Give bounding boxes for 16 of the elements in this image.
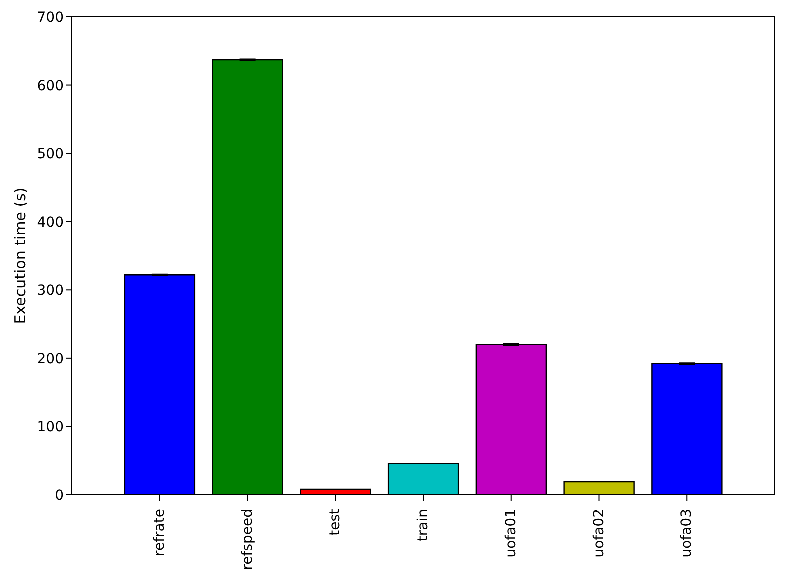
x-tick-label: refspeed: [240, 509, 256, 570]
x-tick-label: test: [328, 508, 344, 536]
y-tick-label: 500: [37, 146, 64, 163]
y-tick-label: 700: [37, 10, 64, 26]
x-tick-label: refrate: [152, 509, 168, 556]
x-tick-label: uofa03: [679, 509, 696, 558]
y-tick-label: 0: [55, 488, 64, 504]
y-axis-title: Execution time (s): [11, 188, 30, 324]
y-tick-label: 600: [37, 78, 64, 94]
y-tick-label: 400: [37, 214, 64, 231]
x-tick-label: train: [416, 509, 432, 542]
x-tick-label: uofa01: [503, 509, 520, 558]
x-tick-label: uofa02: [591, 509, 608, 558]
y-tick-label: 100: [37, 420, 64, 436]
y-tick-label: 300: [37, 283, 64, 300]
y-tick-label: 200: [37, 351, 64, 368]
